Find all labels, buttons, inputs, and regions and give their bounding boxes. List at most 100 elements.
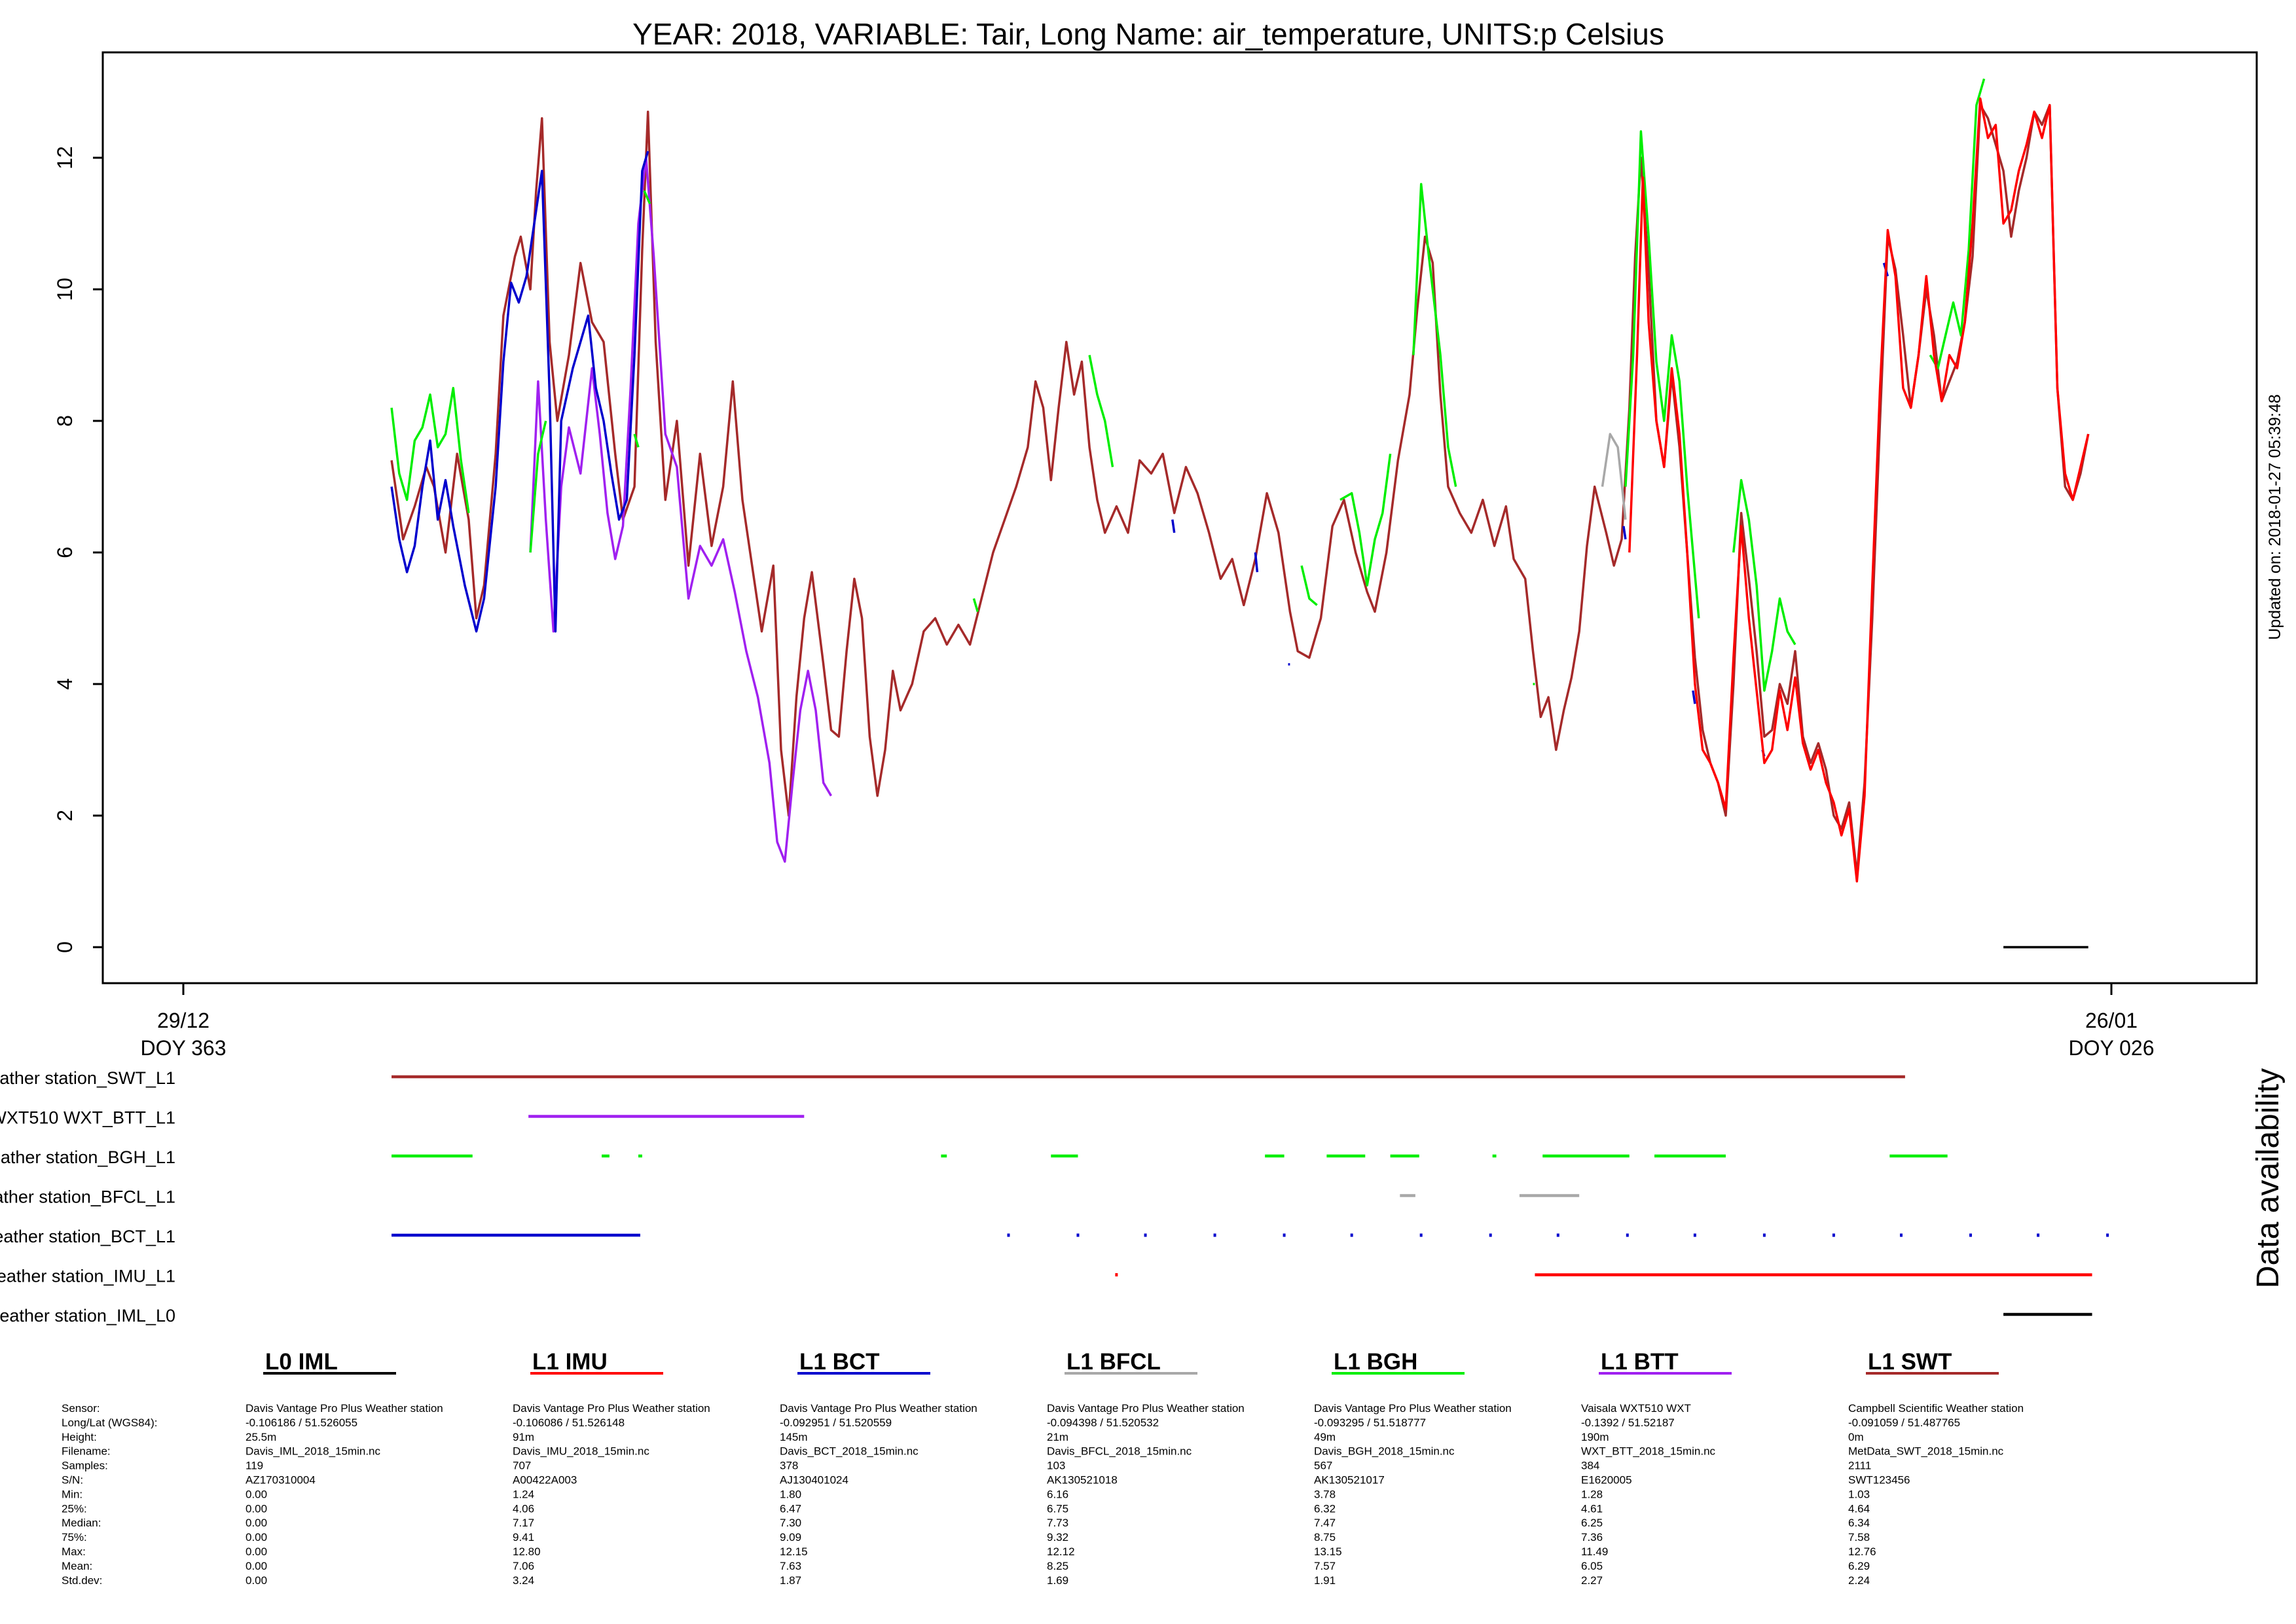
legend-column-title: L1 BGH [1334,1349,1417,1375]
legend-cell: Davis Vantage Pro Plus Weather station [1314,1402,1512,1415]
legend-column-title: L1 BFCL [1066,1349,1161,1375]
availability-dot [1556,1233,1559,1237]
legend-row-label: Min: [62,1488,82,1500]
series-line-l1-bct [1692,690,1696,704]
series-line-l1-btt [529,156,833,863]
legend-cell: 6.47 [780,1502,801,1515]
legend-cell: AZ170310004 [246,1474,316,1487]
availability-dot [1762,1233,1766,1237]
legend-cell: 567 [1314,1460,1332,1472]
availability-row-label: Vaisala WXT510 WXT_BTT_L1 [0,1108,175,1128]
availability-dot [1626,1233,1629,1237]
availability-dot [1832,1233,1835,1237]
y-tick-label: 0 [53,941,77,953]
legend-cell: 8.75 [1314,1531,1336,1543]
legend-cell: 11.49 [1581,1545,1608,1558]
legend-column-title: L1 BCT [799,1349,880,1375]
series-line-l1-bct [1254,552,1259,573]
x-tick-label-date: 29/12 [157,1009,210,1032]
x-tick-label-date: 26/01 [2085,1009,2138,1032]
legend-cell: 12.80 [513,1545,541,1558]
legend-cell: -0.106086 / 51.526148 [513,1416,625,1429]
legend-cell: 4.64 [1848,1502,1870,1515]
legend-cell: 1.80 [780,1488,801,1500]
legend-column-title: L0 IML [265,1349,338,1375]
legend-cell: 49m [1314,1431,1336,1443]
legend-cell: 91m [513,1431,534,1443]
series-line-l1-bgh [390,387,470,513]
legend-cell: 6.75 [1047,1502,1068,1515]
y-tick-label: 12 [53,146,77,170]
legend-cell: 1.69 [1047,1574,1068,1587]
availability-dot [2106,1233,2109,1237]
y-tick-label: 8 [53,415,77,427]
legend-cell: 7.30 [780,1517,801,1529]
legend-cell: 3.78 [1314,1488,1336,1500]
legend-cell: 7.17 [513,1517,534,1529]
legend-cell: 0.00 [246,1488,267,1500]
series-line-l1-imu [1628,97,2090,883]
legend-cell: 12.12 [1047,1545,1075,1558]
legend-cell: 145m [780,1431,808,1443]
series-line-l1-bct [390,151,649,633]
legend-cell: Vaisala WXT510 WXT [1581,1402,1691,1415]
legend-cell: 378 [780,1460,798,1472]
legend-cell: 6.34 [1848,1517,1870,1529]
legend-cell: 25.5m [246,1431,276,1443]
legend-cell: 13.15 [1314,1545,1342,1558]
legend-row-label: Sensor: [62,1402,100,1415]
legend-column-title: L1 SWT [1868,1349,1952,1375]
legend-cell: Davis_BFCL_2018_15min.nc [1047,1445,1192,1458]
legend-cell: 0m [1848,1431,1864,1443]
availability-row-label: Davis Vantage Pro Plus Weather station_I… [0,1267,175,1286]
legend-cell: 7.06 [513,1560,534,1572]
legend-cell: 7.36 [1581,1531,1603,1543]
legend-cell: 7.47 [1314,1517,1336,1529]
chart-title: YEAR: 2018, VARIABLE: Tair, Long Name: a… [632,17,1664,51]
series-line-l1-bgh [1412,183,1457,487]
legend-cell: -0.094398 / 51.520532 [1047,1416,1159,1429]
legend-cell: Davis Vantage Pro Plus Weather station [513,1402,710,1415]
legend-cell: 12.15 [780,1545,808,1558]
availability-row-label: Davis Vantage Pro Plus Weather station_I… [0,1306,175,1326]
legend-cell: -0.1392 / 51.52187 [1581,1416,1675,1429]
legend-cell: 0.00 [246,1574,267,1587]
series-line-l1-bgh [1300,565,1318,606]
series-line-l1-bgh [1732,478,1796,692]
legend-cell: 4.61 [1581,1502,1603,1515]
x-tick-label-doy: DOY 363 [140,1036,226,1060]
legend-cell: 6.05 [1581,1560,1603,1572]
legend-row-label: Long/Lat (WGS84): [62,1416,157,1429]
y-tick-label: 6 [53,547,77,558]
legend-cell: E1620005 [1581,1474,1632,1487]
legend-cell: 6.25 [1581,1517,1603,1529]
legend-cell: 0.00 [246,1531,267,1543]
legend-row-label: Mean: [62,1560,92,1572]
legend-row-label: S/N: [62,1474,83,1487]
y-tick-label: 4 [53,678,77,690]
legend-cell: 9.09 [780,1531,801,1543]
availability-dot [1213,1233,1216,1237]
legend-cell: A00422A003 [513,1474,577,1487]
availability-dot [1283,1233,1286,1237]
availability-dot [1350,1233,1353,1237]
legend-cell: 7.57 [1314,1560,1336,1572]
legend-cell: SWT123456 [1848,1474,1910,1487]
legend-cell: 9.32 [1047,1531,1068,1543]
legend-cell: AJ130401024 [780,1474,848,1487]
legend-cell: 1.28 [1581,1488,1603,1500]
legend-cell: 0.00 [246,1560,267,1572]
legend-cell: AK130521018 [1047,1474,1118,1487]
availability-dot [1419,1233,1423,1237]
availability-dot [1969,1233,1973,1237]
series-line-l1-bgh [1624,130,1700,619]
legend-cell: Davis_BCT_2018_15min.nc [780,1445,919,1458]
legend-cell: -0.091059 / 51.487765 [1848,1416,1960,1429]
availability-dot [1144,1233,1147,1237]
legend-cell: 12.76 [1848,1545,1876,1558]
legend-cell: 2.27 [1581,1574,1603,1587]
series-line-l1-bfcl [1601,433,1627,520]
availability-dot [1489,1233,1492,1237]
legend-cell: 7.73 [1047,1517,1068,1529]
legend-cell: 9.41 [513,1531,534,1543]
